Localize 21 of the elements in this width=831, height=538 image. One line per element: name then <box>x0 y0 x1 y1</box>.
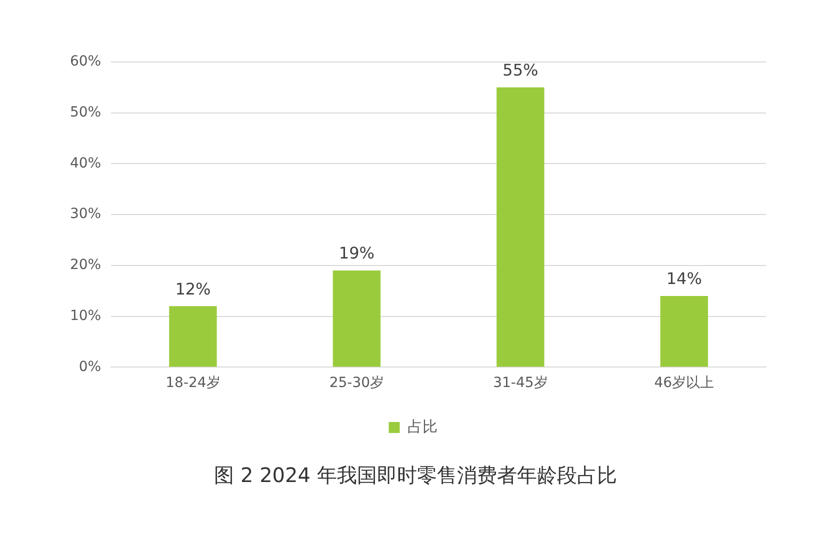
data-label: 19% <box>338 244 374 263</box>
data-label: 14% <box>666 269 702 288</box>
y-tick-label: 20% <box>70 257 102 274</box>
data-label: 55% <box>502 60 538 80</box>
bar <box>496 87 544 367</box>
y-tick-label: 60% <box>70 54 102 70</box>
text: 图 2 2024 年我国即时零售消费者年龄段占比 <box>213 462 618 489</box>
y-tick-label: 10% <box>70 308 102 324</box>
y-tick-label: 30% <box>70 206 102 222</box>
data-label: 12% <box>175 279 211 298</box>
bar <box>332 270 381 367</box>
legend-label: 占比 <box>407 417 438 436</box>
x-tick-label: 25-30岁 <box>329 375 384 392</box>
y-tick-label: 0% <box>78 358 102 375</box>
x-tick-label: 46岁以上 <box>654 375 714 392</box>
y-tick-label: 50% <box>70 104 102 121</box>
bar <box>660 296 708 367</box>
y-tick-label: 40% <box>70 155 102 172</box>
x-tick-label: 18-24岁 <box>166 375 220 392</box>
x-tick-label: 31-45岁 <box>493 375 548 392</box>
bar <box>169 306 217 367</box>
